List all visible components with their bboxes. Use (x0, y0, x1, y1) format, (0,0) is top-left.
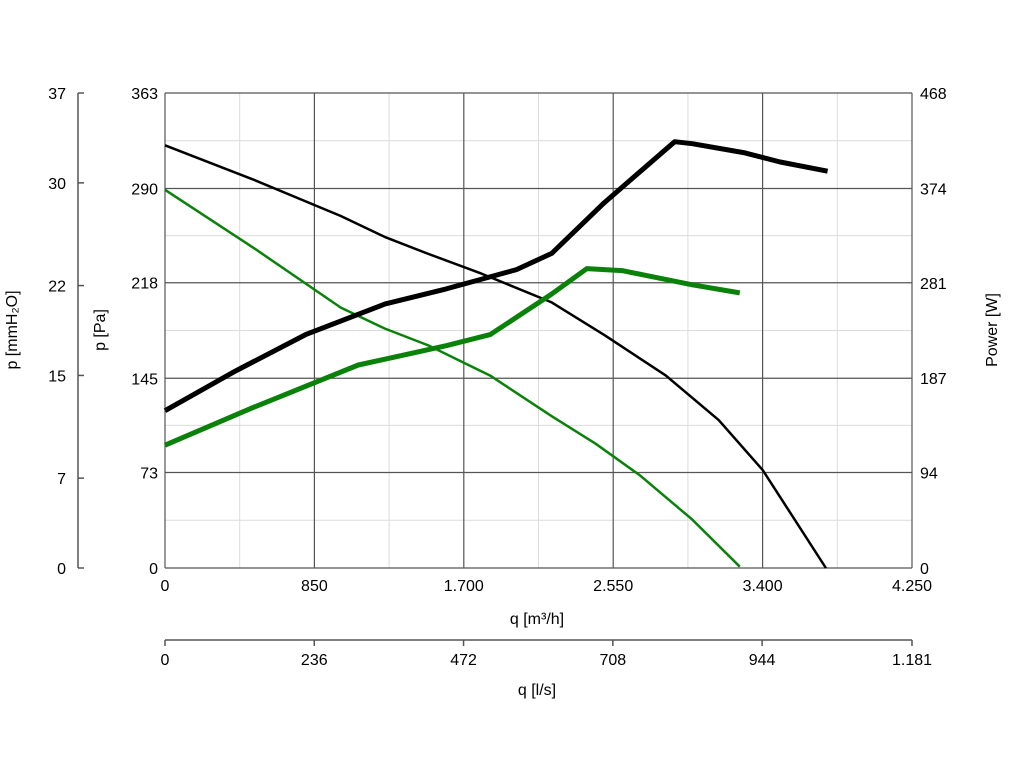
power-tick-label: 187 (920, 371, 947, 388)
pressure-curve-1 (164, 188, 741, 568)
x-tick-label: 850 (301, 578, 328, 595)
major-grid (164, 92, 913, 569)
power-tick-label: 468 (920, 86, 947, 103)
y-axis-label: p [Pa] (92, 309, 109, 351)
x-tick-label: 0 (161, 578, 170, 595)
outer-y-tick-label: 30 (48, 176, 66, 193)
y-tick-label: 0 (149, 561, 158, 578)
x-tick-label: 4.250 (892, 578, 932, 595)
series-layer (163, 139, 829, 569)
power-tick-label: 0 (920, 561, 929, 578)
outer-y-tick-label: 15 (48, 368, 66, 385)
outer-y-tick-label: 7 (57, 471, 66, 488)
x-tick-label: 1.700 (444, 578, 484, 595)
y-right-axis-label: Power [W] (984, 293, 1001, 367)
y-tick-label: 145 (131, 371, 158, 388)
x2-tick-label: 1.181 (892, 652, 932, 669)
x-tick-label: 2.550 (593, 578, 633, 595)
outer-y-tick-label: 0 (57, 561, 66, 578)
outer-y-tick-label: 37 (48, 86, 66, 103)
x2-axis-label: q [l/s] (518, 682, 556, 699)
power-tick-label: 374 (920, 181, 947, 198)
power-curve-3 (164, 266, 741, 448)
pressure-curve-0 (164, 144, 827, 569)
x2-tick-label: 708 (599, 652, 626, 669)
x2-tick-label: 236 (301, 652, 328, 669)
y-tick-label: 218 (131, 276, 158, 293)
minor-grid (165, 93, 912, 568)
y-tick-label: 363 (131, 86, 158, 103)
x-axis-label: q [m³/h] (510, 611, 564, 628)
y-outer-axis-label: p [mmH₂O] (4, 290, 21, 369)
power-curve-2 (163, 139, 829, 413)
y-tick-label: 73 (140, 465, 158, 482)
power-tick-label: 94 (920, 466, 938, 483)
x2-tick-label: 472 (450, 652, 477, 669)
x2-tick-label: 944 (749, 652, 776, 669)
y-tick-label: 290 (131, 182, 158, 199)
power-tick-label: 281 (920, 276, 947, 293)
axes: 0 850 1.700 2.550 3.400 4.2500731452182903630… (48, 86, 947, 669)
x2-tick-label: 0 (161, 652, 170, 669)
x-tick-label: 3.400 (743, 578, 783, 595)
outer-y-tick-label: 22 (48, 279, 66, 296)
